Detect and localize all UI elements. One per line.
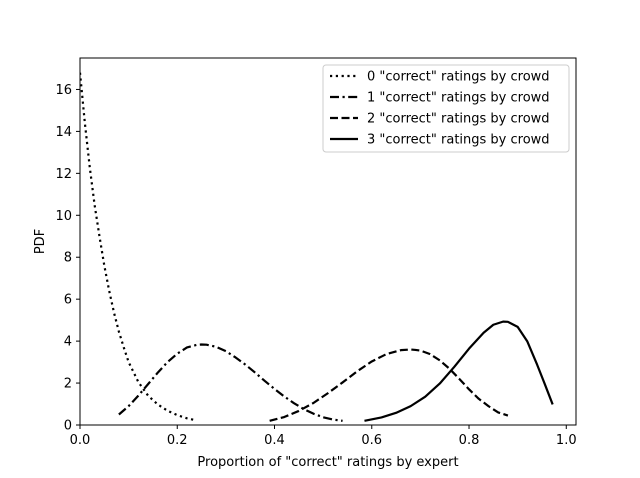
y-tick-label-4: 8 bbox=[64, 251, 72, 266]
legend-label-1: 1 "correct" ratings by crowd bbox=[367, 91, 550, 106]
legend-label-2: 2 "correct" ratings by crowd bbox=[367, 112, 550, 127]
series-line-2 bbox=[269, 348, 509, 422]
x-axis: 0.0 0.2 0.4 0.6 0.8 1.0 bbox=[70, 425, 577, 448]
x-tick-label-3: 0.6 bbox=[361, 433, 382, 448]
y-tick-label-8: 16 bbox=[55, 83, 72, 98]
x-tick-label-4: 0.8 bbox=[459, 433, 480, 448]
legend-label-3: 3 "correct" ratings by crowd bbox=[367, 133, 550, 148]
y-tick-label-5: 10 bbox=[55, 209, 72, 224]
x-tick-label-1: 0.2 bbox=[167, 433, 188, 448]
y-tick-label-6: 12 bbox=[55, 167, 72, 182]
y-tick-label-2: 4 bbox=[64, 335, 72, 350]
legend: 0 "correct" ratings by crowd 1 "correct" … bbox=[322, 64, 570, 153]
y-tick-label-1: 2 bbox=[64, 377, 72, 392]
x-tick-label-5: 1.0 bbox=[556, 433, 577, 448]
legend-box bbox=[322, 64, 570, 153]
series-line-1 bbox=[118, 343, 343, 422]
y-tick-label-3: 6 bbox=[64, 293, 72, 308]
y-axis-label: PDF bbox=[33, 229, 48, 254]
series-line-3 bbox=[364, 320, 554, 422]
legend-label-0: 0 "correct" ratings by crowd bbox=[367, 70, 550, 85]
y-tick-label-7: 14 bbox=[55, 125, 72, 140]
y-axis: 0 2 4 6 8 10 12 14 16 bbox=[55, 83, 80, 434]
plot-frame bbox=[79, 57, 577, 426]
x-tick-label-0: 0.0 bbox=[70, 433, 91, 448]
series-layer bbox=[80, 72, 554, 422]
y-tick-label-0: 0 bbox=[64, 419, 72, 434]
x-axis-label: Proportion of "correct" ratings by exper… bbox=[197, 455, 458, 470]
x-tick-label-2: 0.4 bbox=[264, 433, 285, 448]
